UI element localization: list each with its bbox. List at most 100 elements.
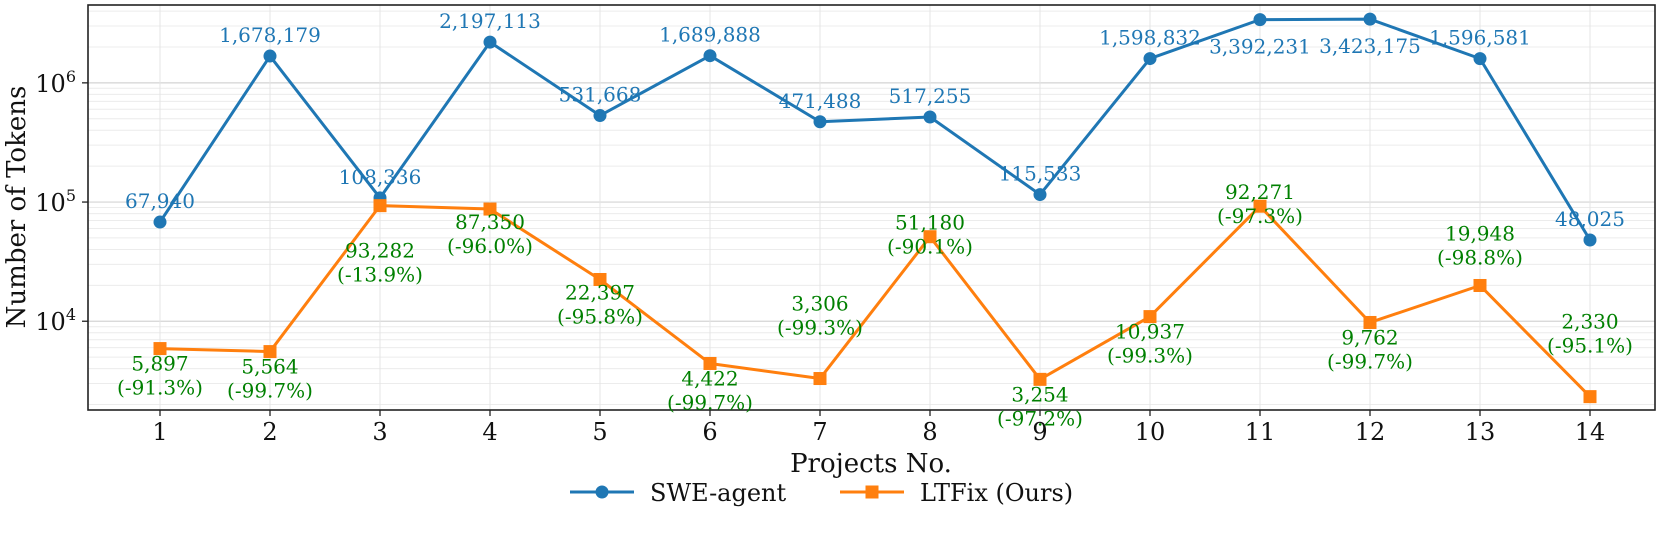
- ltfix-point: [703, 356, 717, 370]
- x-tick-label: 12: [1355, 418, 1386, 446]
- ltfix-value-label: 87,350: [455, 210, 525, 234]
- ltfix-reduction-label: (-95.8%): [557, 304, 643, 328]
- swe-agent-line: [158, 17, 1592, 241]
- swe-agent-value-label: 108,336: [339, 165, 422, 189]
- ltfix-reduction-label: (-98.8%): [1437, 245, 1523, 269]
- swe-agent-value-label: 2,197,113: [439, 9, 541, 33]
- ltfix-point: [1473, 278, 1487, 292]
- x-tick-label: 8: [922, 418, 937, 446]
- ltfix-value-label: 3,306: [791, 292, 848, 316]
- x-tick-label: 1: [152, 418, 167, 446]
- legend-swe-agent-marker: [595, 485, 609, 499]
- y-tick-label: 105: [35, 186, 76, 217]
- ltfix-point: [373, 199, 387, 213]
- legend-ltfix-label: LTFix (Ours): [920, 479, 1073, 507]
- swe-agent-value-label: 1,689,888: [659, 23, 761, 47]
- ltfix-value-label: 22,397: [565, 280, 635, 304]
- ltfix-point: [923, 230, 937, 244]
- ltfix-reduction-label: (-99.7%): [227, 379, 313, 403]
- ltfix-value-label: 92,271: [1225, 180, 1295, 204]
- swe-agent-value-label: 48,025: [1555, 207, 1625, 231]
- x-axis-ticks: 1 2 3 4 5 6 7 8 9 10 11 12 13 14: [152, 410, 1605, 446]
- swe-agent-value-label: 1,596,581: [1429, 26, 1531, 50]
- series-lines: [158, 17, 1592, 398]
- ltfix-value-label: 5,897: [131, 352, 188, 376]
- ltfix-point: [1033, 372, 1047, 386]
- series-markers: [153, 12, 1597, 404]
- swe-agent-point: [1033, 188, 1047, 202]
- y-axis-title: Number of Tokens: [2, 86, 32, 329]
- swe-agent-point: [153, 215, 167, 229]
- y-axis-ticks: 104 105 106: [35, 67, 88, 336]
- swe-agent-value-label: 115,533: [999, 162, 1082, 186]
- ltfix-point: [1583, 390, 1597, 404]
- swe-agent-point: [263, 49, 277, 63]
- x-tick-label: 5: [592, 418, 607, 446]
- ltfix-reduction-label: (-99.3%): [1107, 344, 1193, 368]
- ltfix-reduction-label: (-97.2%): [997, 406, 1083, 430]
- x-tick-label: 9: [1032, 418, 1047, 446]
- swe-agent-point: [1363, 12, 1377, 26]
- ltfix-value-label: 93,282: [345, 239, 415, 263]
- swe-agent-value-label: 1,678,179: [219, 23, 321, 47]
- swe-agent-point: [1253, 13, 1267, 27]
- swe-agent-point: [703, 49, 717, 63]
- ltfix-point: [263, 345, 277, 359]
- swe-agent-point: [923, 110, 937, 124]
- x-tick-label: 13: [1465, 418, 1496, 446]
- swe-agent-value-label: 3,423,175: [1319, 34, 1421, 58]
- legend: SWE-agent LTFix (Ours): [570, 479, 1073, 507]
- ltfix-value-label: 19,948: [1445, 221, 1515, 245]
- swe-agent-value-label: 67,940: [125, 189, 195, 213]
- x-tick-label: 11: [1245, 418, 1276, 446]
- ltfix-point: [1253, 199, 1267, 213]
- grid-lines: [88, 5, 1655, 410]
- ltfix-reduction-label: (-13.9%): [337, 263, 423, 287]
- ltfix-reduction-label: (-95.1%): [1547, 334, 1633, 358]
- x-tick-label: 4: [482, 418, 497, 446]
- ltfix-reduction-label: (-99.3%): [777, 316, 863, 340]
- ltfix-reduction-label: (-90.1%): [887, 235, 973, 259]
- ltfix-line: [159, 204, 1592, 398]
- ltfix-point: [593, 272, 607, 286]
- ltfix-value-label: 2,330: [1561, 310, 1618, 334]
- ltfix-value-label: 10,937: [1115, 320, 1185, 344]
- ltfix-value-label: 51,180: [895, 211, 965, 235]
- ltfix-reduction-label: (-97.3%): [1217, 204, 1303, 228]
- swe-agent-value-label: 3,392,231: [1209, 35, 1311, 59]
- swe-agent-point: [1473, 52, 1487, 66]
- ltfix-point: [1143, 310, 1157, 324]
- ltfix-point: [153, 342, 167, 356]
- ltfix-reduction-label: (-99.7%): [1327, 349, 1413, 373]
- swe-agent-point: [593, 109, 607, 123]
- ltfix-value-label: 4,422: [681, 366, 738, 390]
- ltfix-reduction-label: (-99.7%): [667, 390, 753, 414]
- x-tick-label: 7: [812, 418, 827, 446]
- ltfix-point: [813, 372, 827, 386]
- x-tick-label: 10: [1135, 418, 1166, 446]
- x-axis-title: Projects No.: [790, 449, 952, 479]
- swe-agent-point: [813, 115, 827, 129]
- ltfix-value-label: 9,762: [1341, 325, 1398, 349]
- x-tick-label: 2: [262, 418, 277, 446]
- swe-agent-point: [1583, 233, 1597, 247]
- ltfix-point: [1363, 315, 1377, 329]
- swe-agent-value-label: 471,488: [779, 89, 862, 113]
- x-tick-label: 14: [1575, 418, 1606, 446]
- plot-frame: [87, 4, 1656, 411]
- y-tick-label: 106: [35, 67, 76, 98]
- legend-swe-agent-label: SWE-agent: [650, 479, 787, 507]
- ltfix-value-label: 5,564: [241, 355, 298, 379]
- data-labels: 67,940 1,678,179 108,336 2,197,113 531,668 1,…: [117, 9, 1633, 430]
- swe-agent-value-label: 517,255: [889, 84, 972, 108]
- ltfix-reduction-label: (-96.0%): [447, 234, 533, 258]
- y-tick-label: 104: [35, 305, 76, 336]
- swe-agent-value-label: 1,598,832: [1099, 26, 1201, 50]
- swe-agent-point: [483, 35, 497, 49]
- ltfix-reduction-label: (-91.3%): [117, 376, 203, 400]
- x-tick-label: 6: [702, 418, 717, 446]
- swe-agent-value-label: 531,668: [559, 83, 642, 107]
- legend-ltfix-marker: [865, 485, 879, 499]
